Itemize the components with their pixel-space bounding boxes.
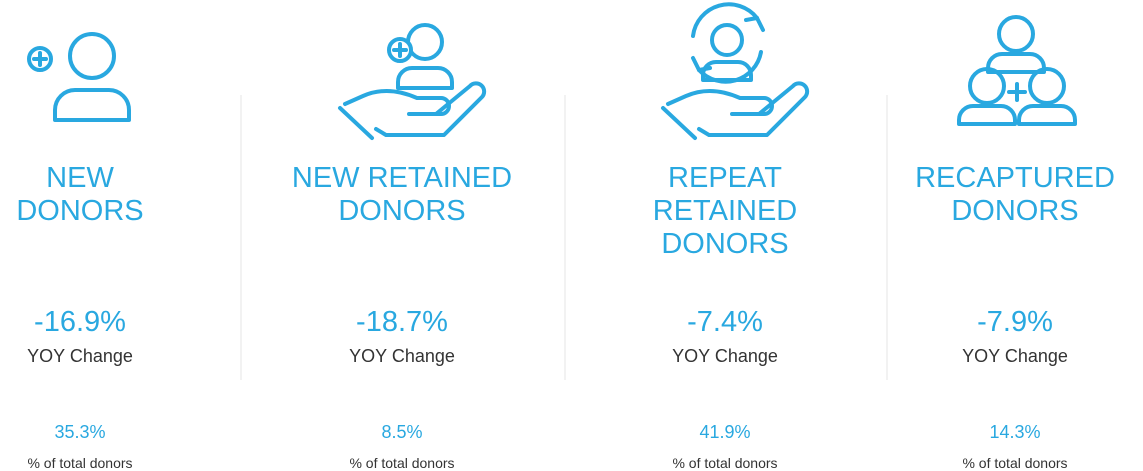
icon-new-donors — [27, 32, 131, 122]
dividers — [240, 95, 888, 380]
column-title: DONORS — [661, 228, 789, 260]
column-title: RECAPTURED — [915, 162, 1115, 194]
share-value: 35.3% — [54, 422, 106, 442]
share-value: 41.9% — [699, 422, 751, 442]
column-title: REPEAT — [668, 162, 782, 194]
yoy-value: -16.9% — [34, 306, 126, 338]
yoy-label: YOY Change — [672, 346, 778, 366]
yoy-value: -18.7% — [356, 306, 448, 338]
icon-repeat-retained — [661, 2, 810, 140]
column-title: DONORS — [16, 195, 144, 227]
share-value: 8.5% — [381, 422, 423, 442]
icon-recaptured — [957, 15, 1077, 126]
yoy-label: YOY Change — [27, 346, 133, 366]
share-value: 14.3% — [989, 422, 1041, 442]
column-title: DONORS — [338, 195, 466, 227]
icon-new-retained — [338, 23, 487, 140]
yoy-value: -7.4% — [687, 306, 763, 338]
share-label: % of total donors — [962, 455, 1068, 471]
yoy-value: -7.9% — [977, 306, 1053, 338]
share-label: % of total donors — [349, 455, 455, 471]
column-title: NEW RETAINED — [291, 162, 513, 194]
share-label: % of total donors — [672, 455, 778, 471]
yoy-label: YOY Change — [962, 346, 1068, 366]
share-label: % of total donors — [27, 455, 133, 471]
column-title: DONORS — [951, 195, 1079, 227]
column-title: RETAINED — [652, 195, 798, 227]
column-title: NEW — [46, 162, 114, 194]
yoy-label: YOY Change — [349, 346, 455, 366]
